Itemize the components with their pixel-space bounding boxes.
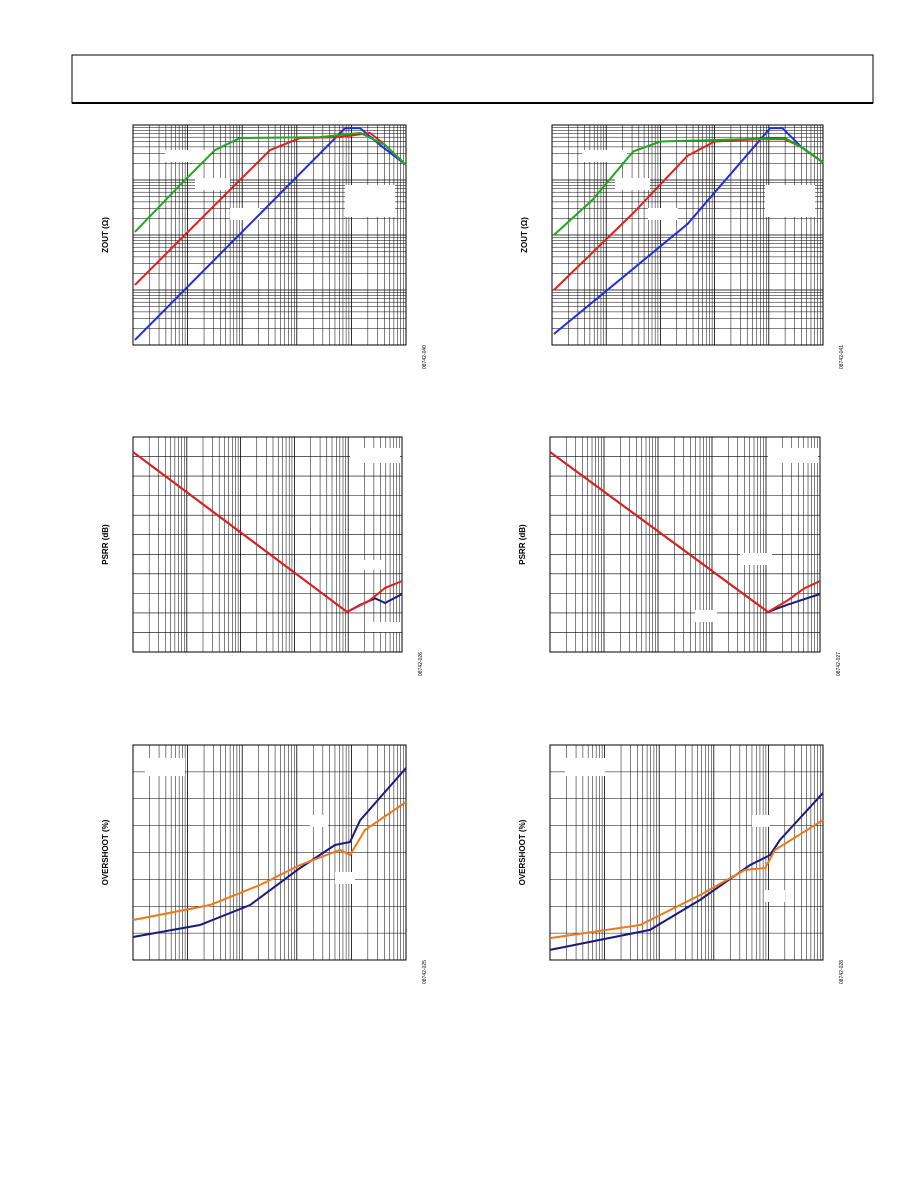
series-line [549,451,821,614]
series-line [132,801,407,921]
series-line [134,127,407,341]
series-line [549,792,824,951]
legend-box [230,208,260,220]
legend-box [350,448,400,463]
legend-box [310,815,328,827]
legend-box [362,560,382,570]
legend-box [615,178,650,190]
y-axis-label: ZOUT (Ω) [101,217,110,253]
plot-frame [132,124,407,346]
legend-box [165,150,210,162]
legend-box [768,448,818,463]
series-line [132,767,407,938]
figure-id: 08742-027 [836,652,842,676]
plot-frame [132,744,407,961]
legend-box [740,553,772,565]
figure-id: 08742-040 [422,345,428,369]
y-axis-label: PSRR (dB) [518,524,527,565]
legend-box [335,872,355,884]
legend-box [368,622,400,632]
legend-box [582,150,627,162]
y-axis-label: OVERSHOOT (%) [518,819,527,885]
legend-box [565,758,605,776]
series-line [132,451,403,614]
header-box [71,54,874,104]
series-line [553,137,824,236]
y-axis-label: OVERSHOOT (%) [101,819,110,885]
legend-box [145,758,185,776]
legend-box [345,185,395,217]
plot-frame [132,436,403,653]
legend-box [765,185,815,217]
figure-id: 08742-041 [839,345,845,369]
plot-frame [549,436,821,653]
legend-box [765,890,785,902]
legend-box [752,815,770,827]
figure-id: 08742-026 [418,652,424,676]
plot-frame [551,124,824,346]
legend-box [195,178,230,190]
figure-id: 08742-028 [839,960,845,984]
y-axis-label: ZOUT (Ω) [520,217,529,253]
plot-frame [549,744,824,961]
y-axis-label: PSRR (dB) [101,524,110,565]
figure-id: 08742-025 [422,960,428,984]
legend-box [695,610,717,622]
legend-box [648,208,678,220]
series-line [134,131,407,233]
series-line [549,819,824,940]
